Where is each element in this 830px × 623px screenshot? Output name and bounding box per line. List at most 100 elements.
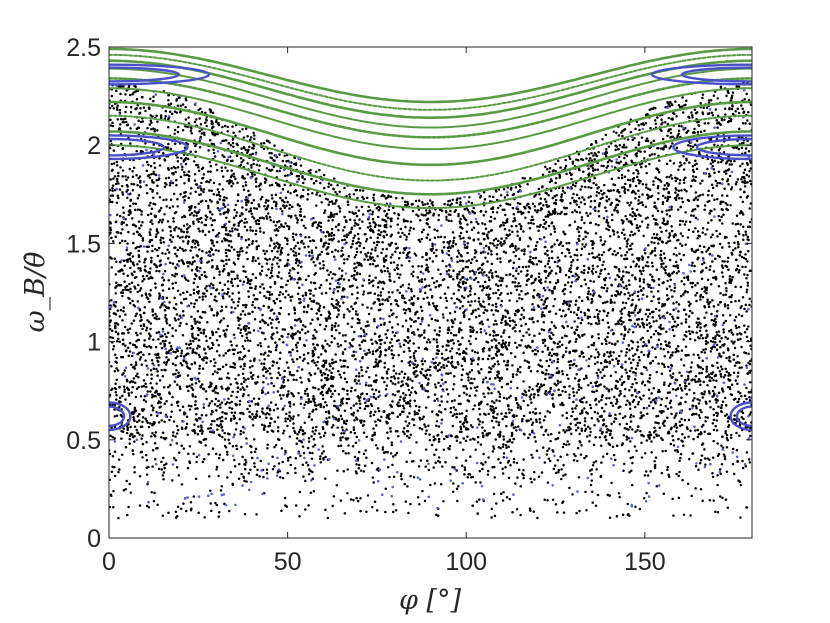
chaotic-point <box>179 293 182 296</box>
chaotic-point <box>716 197 719 201</box>
chaotic-point <box>417 238 421 242</box>
chaotic-point <box>556 360 559 364</box>
chaotic-point <box>412 342 415 345</box>
chaotic-point <box>508 497 512 501</box>
chaotic-point <box>424 376 428 380</box>
chaotic-point <box>217 399 220 403</box>
chaotic-point <box>301 429 305 433</box>
chaotic-point <box>623 156 626 160</box>
chaotic-point <box>577 230 581 234</box>
chaotic-point <box>124 313 127 316</box>
chaotic-point <box>688 332 692 336</box>
chaotic-point <box>675 325 678 328</box>
chaotic-point <box>219 212 222 216</box>
chaotic-point <box>268 290 271 294</box>
chaotic-point <box>713 159 717 162</box>
chaotic-point <box>432 337 435 341</box>
chaotic-point <box>740 345 743 349</box>
chaotic-point <box>427 270 430 273</box>
chaotic-point <box>205 124 208 128</box>
chaotic-point <box>391 253 394 256</box>
chaotic-point <box>235 444 238 447</box>
chaotic-point <box>450 202 454 205</box>
chaotic-point <box>337 369 340 373</box>
chaotic-point <box>390 441 394 444</box>
chaotic-point <box>287 312 291 316</box>
chaotic-point <box>691 116 694 119</box>
chaotic-point <box>749 381 752 384</box>
chaotic-point <box>696 325 699 329</box>
chaotic-point <box>150 396 154 399</box>
chaotic-point <box>200 167 204 171</box>
chaotic-point <box>288 203 292 207</box>
chaotic-point <box>680 124 683 128</box>
chaotic-point <box>381 287 385 291</box>
chaotic-point <box>731 333 735 336</box>
chaotic-point <box>655 167 658 170</box>
chaotic-point <box>227 397 230 401</box>
chaotic-point <box>199 441 203 444</box>
chaotic-point <box>457 484 460 488</box>
chaotic-point <box>514 482 517 485</box>
chaotic-point <box>344 334 347 337</box>
chaotic-point <box>209 489 212 493</box>
chaotic-point <box>565 416 569 420</box>
chaotic-point <box>575 254 579 257</box>
chaotic-point <box>677 189 681 192</box>
chaotic-point <box>179 354 183 358</box>
chaotic-point <box>492 365 495 368</box>
chaotic-point <box>199 135 202 139</box>
chaotic-point <box>700 371 704 375</box>
chaotic-point <box>685 158 688 162</box>
chaotic-point <box>660 210 664 214</box>
chaotic-point <box>167 98 170 102</box>
chaotic-point <box>465 409 468 412</box>
chaotic-point <box>449 349 452 353</box>
chaotic-point <box>463 357 466 361</box>
chaotic-point <box>467 200 470 204</box>
chaotic-point <box>265 296 268 300</box>
chaotic-point <box>267 268 270 271</box>
chaotic-point <box>633 232 637 236</box>
chaotic-point <box>543 498 546 502</box>
chaotic-point <box>460 328 463 332</box>
chaotic-point <box>318 286 321 289</box>
chaotic-point <box>120 239 124 242</box>
chaotic-point <box>595 190 599 194</box>
chaotic-point <box>668 232 671 235</box>
chaotic-point <box>238 214 242 218</box>
chaotic-point <box>729 160 733 163</box>
chaotic-point <box>132 182 136 186</box>
chaotic-point <box>454 408 457 412</box>
chaotic-point <box>299 210 302 213</box>
chaotic-point <box>516 201 520 205</box>
chaotic-point <box>459 286 462 289</box>
chaotic-point <box>389 225 392 228</box>
chaotic-point <box>112 505 115 509</box>
chaotic-point <box>363 401 367 405</box>
chaotic-point <box>544 344 547 348</box>
chaotic-point <box>457 330 461 334</box>
chaotic-point <box>507 343 511 347</box>
chaotic-point <box>668 369 672 372</box>
chaotic-point <box>603 267 607 271</box>
chaotic-point <box>424 448 428 451</box>
chaotic-point <box>638 163 642 166</box>
chaotic-point <box>488 377 492 380</box>
chaotic-point <box>339 414 343 418</box>
chaotic-point <box>495 274 498 278</box>
chaotic-point <box>724 201 728 205</box>
chaotic-point <box>442 366 446 369</box>
chaotic-point <box>233 348 236 351</box>
chaotic-point <box>266 447 269 450</box>
chaotic-point <box>714 321 718 324</box>
chaotic-point <box>488 271 491 274</box>
chaotic-point <box>451 231 455 234</box>
chaotic-point <box>659 249 663 253</box>
chaotic-point <box>340 417 344 421</box>
chaotic-point <box>156 120 159 124</box>
chaotic-point <box>461 259 465 263</box>
chaotic-point <box>569 422 572 426</box>
chaotic-point <box>549 439 552 443</box>
